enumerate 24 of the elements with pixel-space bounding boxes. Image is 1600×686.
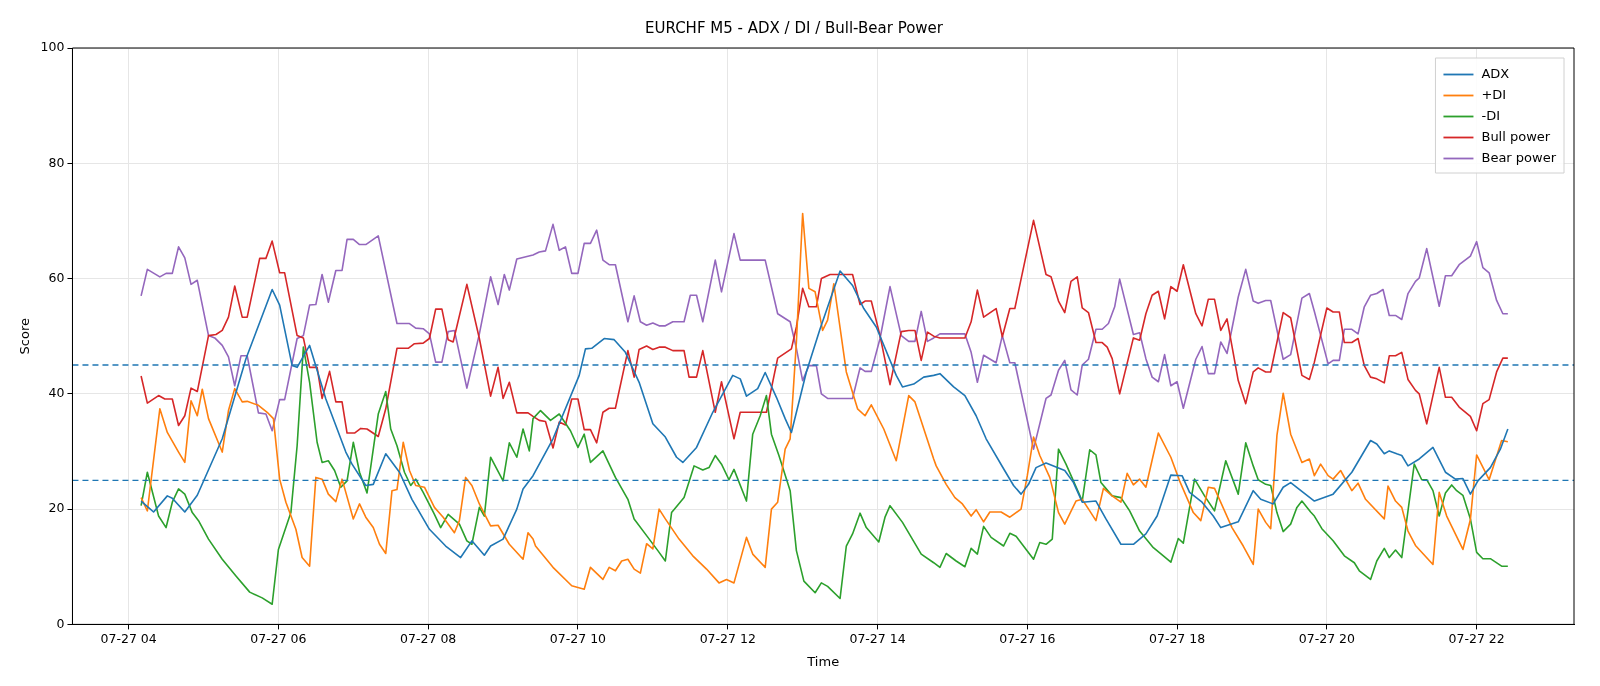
y-tick-label: 20 <box>48 500 65 516</box>
x-tick-label: 07-27 14 <box>849 631 906 647</box>
y-tick-label: 40 <box>48 385 65 401</box>
y-tick-label: 60 <box>48 269 65 285</box>
y-tick-label: 80 <box>48 154 65 170</box>
chart-title: EURCHF M5 - ADX / DI / Bull-Bear Power <box>645 18 944 37</box>
legend-label: Bear power <box>1481 149 1557 165</box>
x-axis-title: Time <box>806 653 840 669</box>
y-axis-title: Score <box>17 317 33 355</box>
y-tick-label: 100 <box>40 39 65 55</box>
x-tick-label: 07-27 08 <box>400 631 457 647</box>
legend-label: +DI <box>1481 86 1507 102</box>
x-tick-label: 07-27 22 <box>1448 631 1505 647</box>
legend-label: -DI <box>1481 107 1501 123</box>
x-tick-label: 07-27 16 <box>999 631 1056 647</box>
legend-label: ADX <box>1481 65 1510 81</box>
x-tick-label: 07-27 18 <box>1148 631 1206 647</box>
y-tick-label: 0 <box>56 615 65 631</box>
x-tick-label: 07-27 12 <box>699 631 756 647</box>
legend-label: Bull power <box>1481 128 1551 144</box>
x-tick-label: 07-27 04 <box>100 631 157 647</box>
x-tick-label: 07-27 06 <box>250 631 307 647</box>
x-tick-label: 07-27 20 <box>1298 631 1356 647</box>
x-tick-label: 07-27 10 <box>549 631 607 647</box>
